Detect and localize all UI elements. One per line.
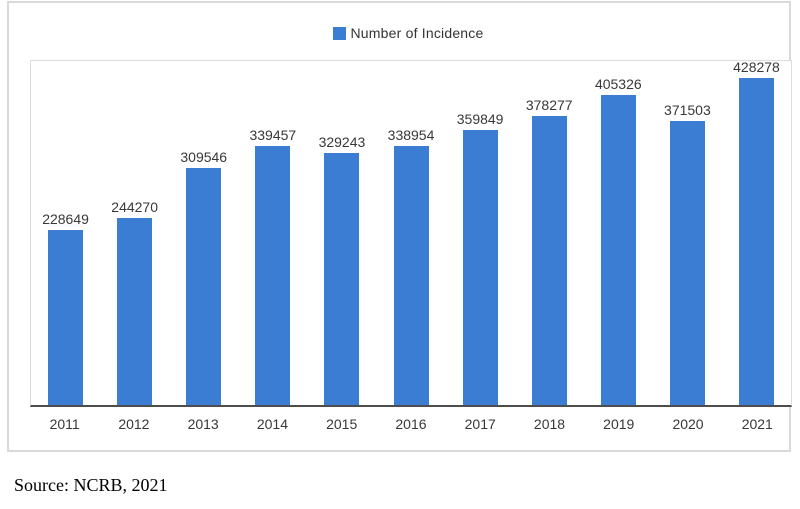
x-axis-label: 2011: [49, 416, 80, 432]
bar: [324, 153, 360, 405]
chart-frame: Number of Incidence 228649 244270 309546 33…: [7, 1, 792, 452]
bar-value-label: 338954: [387, 127, 435, 143]
bar-value-label: 339457: [249, 127, 297, 143]
bar-value-label: 244270: [111, 199, 158, 215]
x-axis-label: 2021: [741, 416, 773, 432]
bar: [738, 78, 774, 405]
bar-value-label: 309546: [180, 149, 228, 165]
bar: [531, 116, 567, 405]
bars-container: 228649 244270 309546 339457 329243 338954 3598…: [31, 60, 791, 405]
bar-cell: 428278: [722, 60, 791, 405]
bar-cell: 309546: [169, 61, 238, 405]
chart-legend: Number of Incidence: [18, 24, 798, 42]
plot-area: 228649 244270 309546 339457 329243 338954 3598…: [30, 60, 792, 407]
x-axis-label: 2012: [118, 416, 150, 432]
bar: [48, 230, 84, 405]
bar-cell: 228649: [31, 61, 100, 405]
bar-cell: 329243: [307, 61, 376, 405]
legend-label: Number of Incidence: [350, 25, 484, 41]
bar: [117, 218, 153, 405]
bar: [186, 168, 222, 405]
x-axis-label: 2015: [326, 416, 358, 432]
bar-value-label: 228649: [42, 211, 89, 227]
bar-cell: 244270: [100, 61, 169, 405]
bar: [462, 130, 498, 405]
x-axis-label: 2014: [256, 416, 288, 432]
bar-value-label: 428278: [733, 59, 780, 75]
bar-cell: 405326: [584, 61, 653, 405]
x-axis-label: 2018: [533, 416, 566, 432]
x-axis-label: 2019: [603, 416, 635, 432]
x-axis-label: 2013: [187, 416, 219, 432]
legend-swatch-icon: [332, 26, 346, 40]
bar-cell: 359849: [446, 61, 515, 405]
bar-value-label: 405326: [594, 76, 642, 92]
bar-value-label: 378277: [525, 97, 573, 113]
bar: [255, 146, 291, 405]
bar: [393, 146, 429, 405]
x-axis-label: 2020: [672, 416, 704, 432]
x-axis-label: 2016: [395, 416, 427, 432]
bar-value-label: 359849: [456, 111, 504, 127]
bar-cell: 378277: [515, 61, 584, 405]
bar-cell: 339457: [238, 61, 307, 405]
bar-cell: 338954: [376, 61, 445, 405]
bar-value-label: 329243: [318, 134, 366, 150]
x-axis-label: 2017: [464, 416, 496, 432]
x-axis: 2011 2012 2013 2014 2015 2016 2017 2018 2019 2020…: [30, 416, 792, 434]
bar: [669, 121, 705, 405]
source-note: Source: NCRB, 2021: [14, 475, 168, 495]
bar-value-label: 371503: [664, 102, 711, 118]
bar-cell: 371503: [653, 61, 722, 405]
bar: [600, 95, 636, 405]
